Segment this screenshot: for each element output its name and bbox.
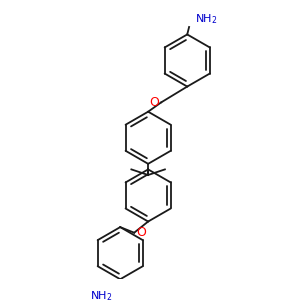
Text: O: O [149, 96, 159, 109]
Text: O: O [137, 226, 147, 239]
Text: NH$_2$: NH$_2$ [90, 289, 113, 300]
Text: NH$_2$: NH$_2$ [195, 13, 217, 26]
